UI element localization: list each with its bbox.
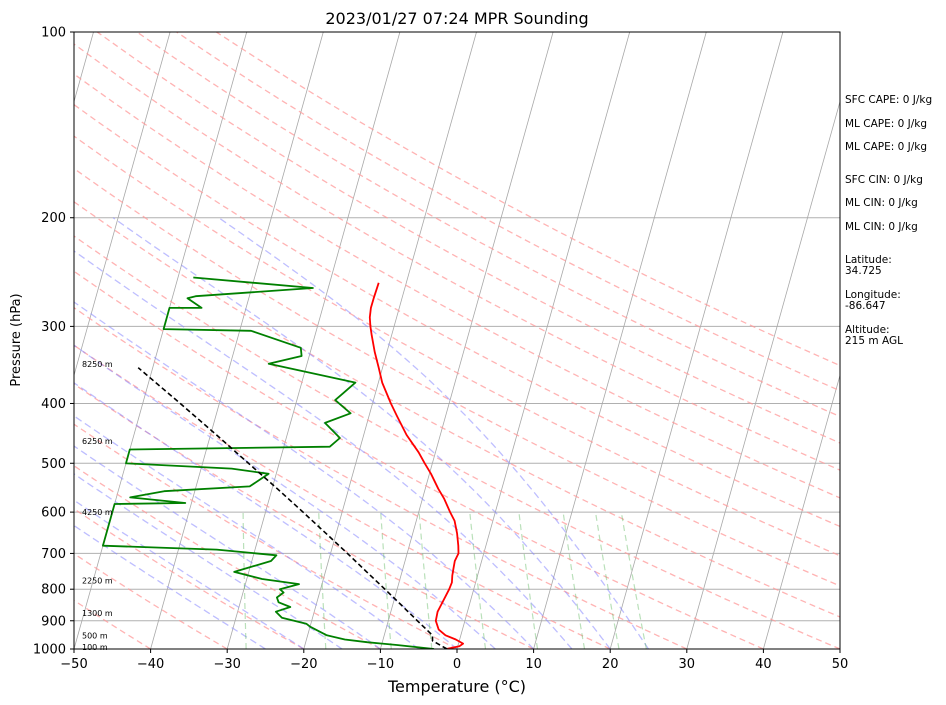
dry-adiabat — [74, 465, 381, 649]
mixing-ratio-line — [380, 512, 392, 649]
moist-adiabat — [74, 524, 266, 649]
x-tick-label: −10 — [367, 657, 394, 672]
sounding-series — [102, 276, 464, 649]
y-tick-label: 700 — [41, 547, 66, 562]
dry-adiabat — [74, 103, 840, 528]
height-labels: 100 m 500 m 1300 m 2250 m 4250 m 6250 m 8250 m — [82, 360, 113, 652]
dry-adiabat — [74, 599, 151, 649]
chart-title: 2023/01/27 07:24 MPR Sounding — [325, 9, 588, 28]
mixing-ratio-line — [594, 512, 620, 649]
isotherm-line — [226, 32, 401, 649]
y-axis-label: Pressure (hPa) — [9, 293, 24, 386]
mixing-ratio-line — [518, 512, 539, 649]
height-label: 2250 m — [82, 577, 113, 586]
y-tick-label: 300 — [41, 320, 66, 335]
dry-adiabat — [74, 43, 840, 471]
ml-cin-label-2: ML CIN: 0 J/kg — [845, 221, 918, 233]
moist-adiabat — [74, 344, 496, 649]
moist-adiabat — [74, 445, 381, 649]
dry-adiabat — [176, 32, 840, 392]
isotherm-line — [533, 32, 707, 649]
ml-cin-label: ML CIN: 0 J/kg — [845, 197, 918, 209]
dry-adiabat — [74, 167, 840, 587]
moist-adiabat — [74, 382, 458, 649]
height-label: 500 m — [82, 631, 108, 640]
dewpoint-line — [102, 276, 435, 649]
dry-adiabat — [215, 32, 840, 367]
y-tick-label: 1000 — [33, 643, 66, 658]
isotherm-line — [686, 100, 840, 649]
height-label: 100 m — [82, 643, 108, 652]
isotherm-line — [380, 32, 554, 649]
dry-adiabat — [74, 344, 611, 649]
mixing-ratio-line — [562, 512, 586, 649]
dry-adiabat — [74, 135, 840, 557]
y-tick-label: 500 — [41, 457, 66, 472]
x-tick-label: −30 — [213, 657, 240, 672]
x-axis-label: Temperature (°C) — [387, 677, 526, 696]
temperature-line — [368, 282, 464, 649]
altitude-label: Altitude: — [845, 324, 890, 336]
background-lines — [74, 32, 840, 649]
y-tick-label: 900 — [41, 614, 66, 629]
x-tick-label: −50 — [60, 657, 87, 672]
isotherm-line — [609, 32, 784, 649]
x-tick-label: 20 — [602, 657, 619, 672]
isotherm-line — [74, 32, 171, 377]
height-label: 4250 m — [82, 508, 113, 517]
mixing-ratio-line — [620, 511, 647, 649]
dry-adiabat — [74, 552, 228, 649]
moist-adiabat — [74, 473, 343, 649]
dry-adiabat — [74, 423, 458, 649]
height-label: 6250 m — [82, 437, 113, 446]
moist-adiabat — [218, 217, 650, 649]
altitude-value: 215 m AGL — [845, 335, 903, 347]
latitude-label: Latitude: — [845, 254, 892, 266]
moist-adiabat — [74, 301, 535, 649]
parcel-path-line — [137, 367, 448, 649]
ml-cape-label: ML CAPE: 0 J/kg — [845, 118, 928, 130]
dry-adiabat — [74, 270, 764, 649]
x-tick-label: 0 — [453, 657, 461, 672]
x-tick-label: 40 — [755, 657, 772, 672]
x-tick-label: −20 — [290, 657, 317, 672]
isotherm-line — [456, 32, 631, 649]
y-axis: 1000 900 800 700 600 500 400 300 200 100 — [33, 26, 74, 658]
moist-adiabat — [74, 250, 573, 649]
height-label: 8250 m — [82, 360, 113, 369]
sfc-cape-label: SFC CAPE: 0 J/kg — [845, 94, 933, 106]
y-tick-label: 800 — [41, 583, 66, 598]
latitude-value: 34.725 — [845, 265, 882, 277]
moist-adiabat — [74, 499, 305, 649]
x-tick-label: −40 — [137, 657, 164, 672]
dry-adiabat — [74, 235, 840, 649]
x-axis: −50 −40 −30 −20 −10 0 10 20 30 40 50 — [60, 649, 848, 672]
mixing-ratio-line — [469, 512, 487, 649]
moist-adiabat — [112, 217, 611, 649]
dry-adiabat — [74, 306, 688, 649]
dry-adiabat — [136, 32, 840, 418]
dry-adiabat — [74, 73, 840, 499]
dry-adiabat — [74, 200, 840, 618]
sfc-cin-label: SFC CIN: 0 J/kg — [845, 174, 923, 186]
moist-adiabat — [74, 415, 420, 649]
y-tick-label: 400 — [41, 397, 66, 412]
x-tick-label: 50 — [832, 657, 849, 672]
ml-cape-label-2: ML CAPE: 0 J/kg — [845, 141, 928, 153]
longitude-label: Longitude: — [845, 289, 901, 301]
dry-adiabat — [74, 383, 534, 649]
isotherm-line — [303, 32, 477, 649]
longitude-value: -86.647 — [845, 300, 886, 312]
x-tick-label: 10 — [525, 657, 542, 672]
y-tick-label: 200 — [41, 211, 66, 226]
dry-adiabat — [96, 32, 840, 444]
mixing-ratio-line — [418, 512, 433, 649]
height-label: 1300 m — [82, 609, 113, 618]
x-tick-label: 30 — [679, 657, 696, 672]
y-tick-label: 100 — [41, 26, 66, 41]
isotherm-line — [763, 373, 840, 649]
y-tick-label: 600 — [41, 506, 66, 521]
